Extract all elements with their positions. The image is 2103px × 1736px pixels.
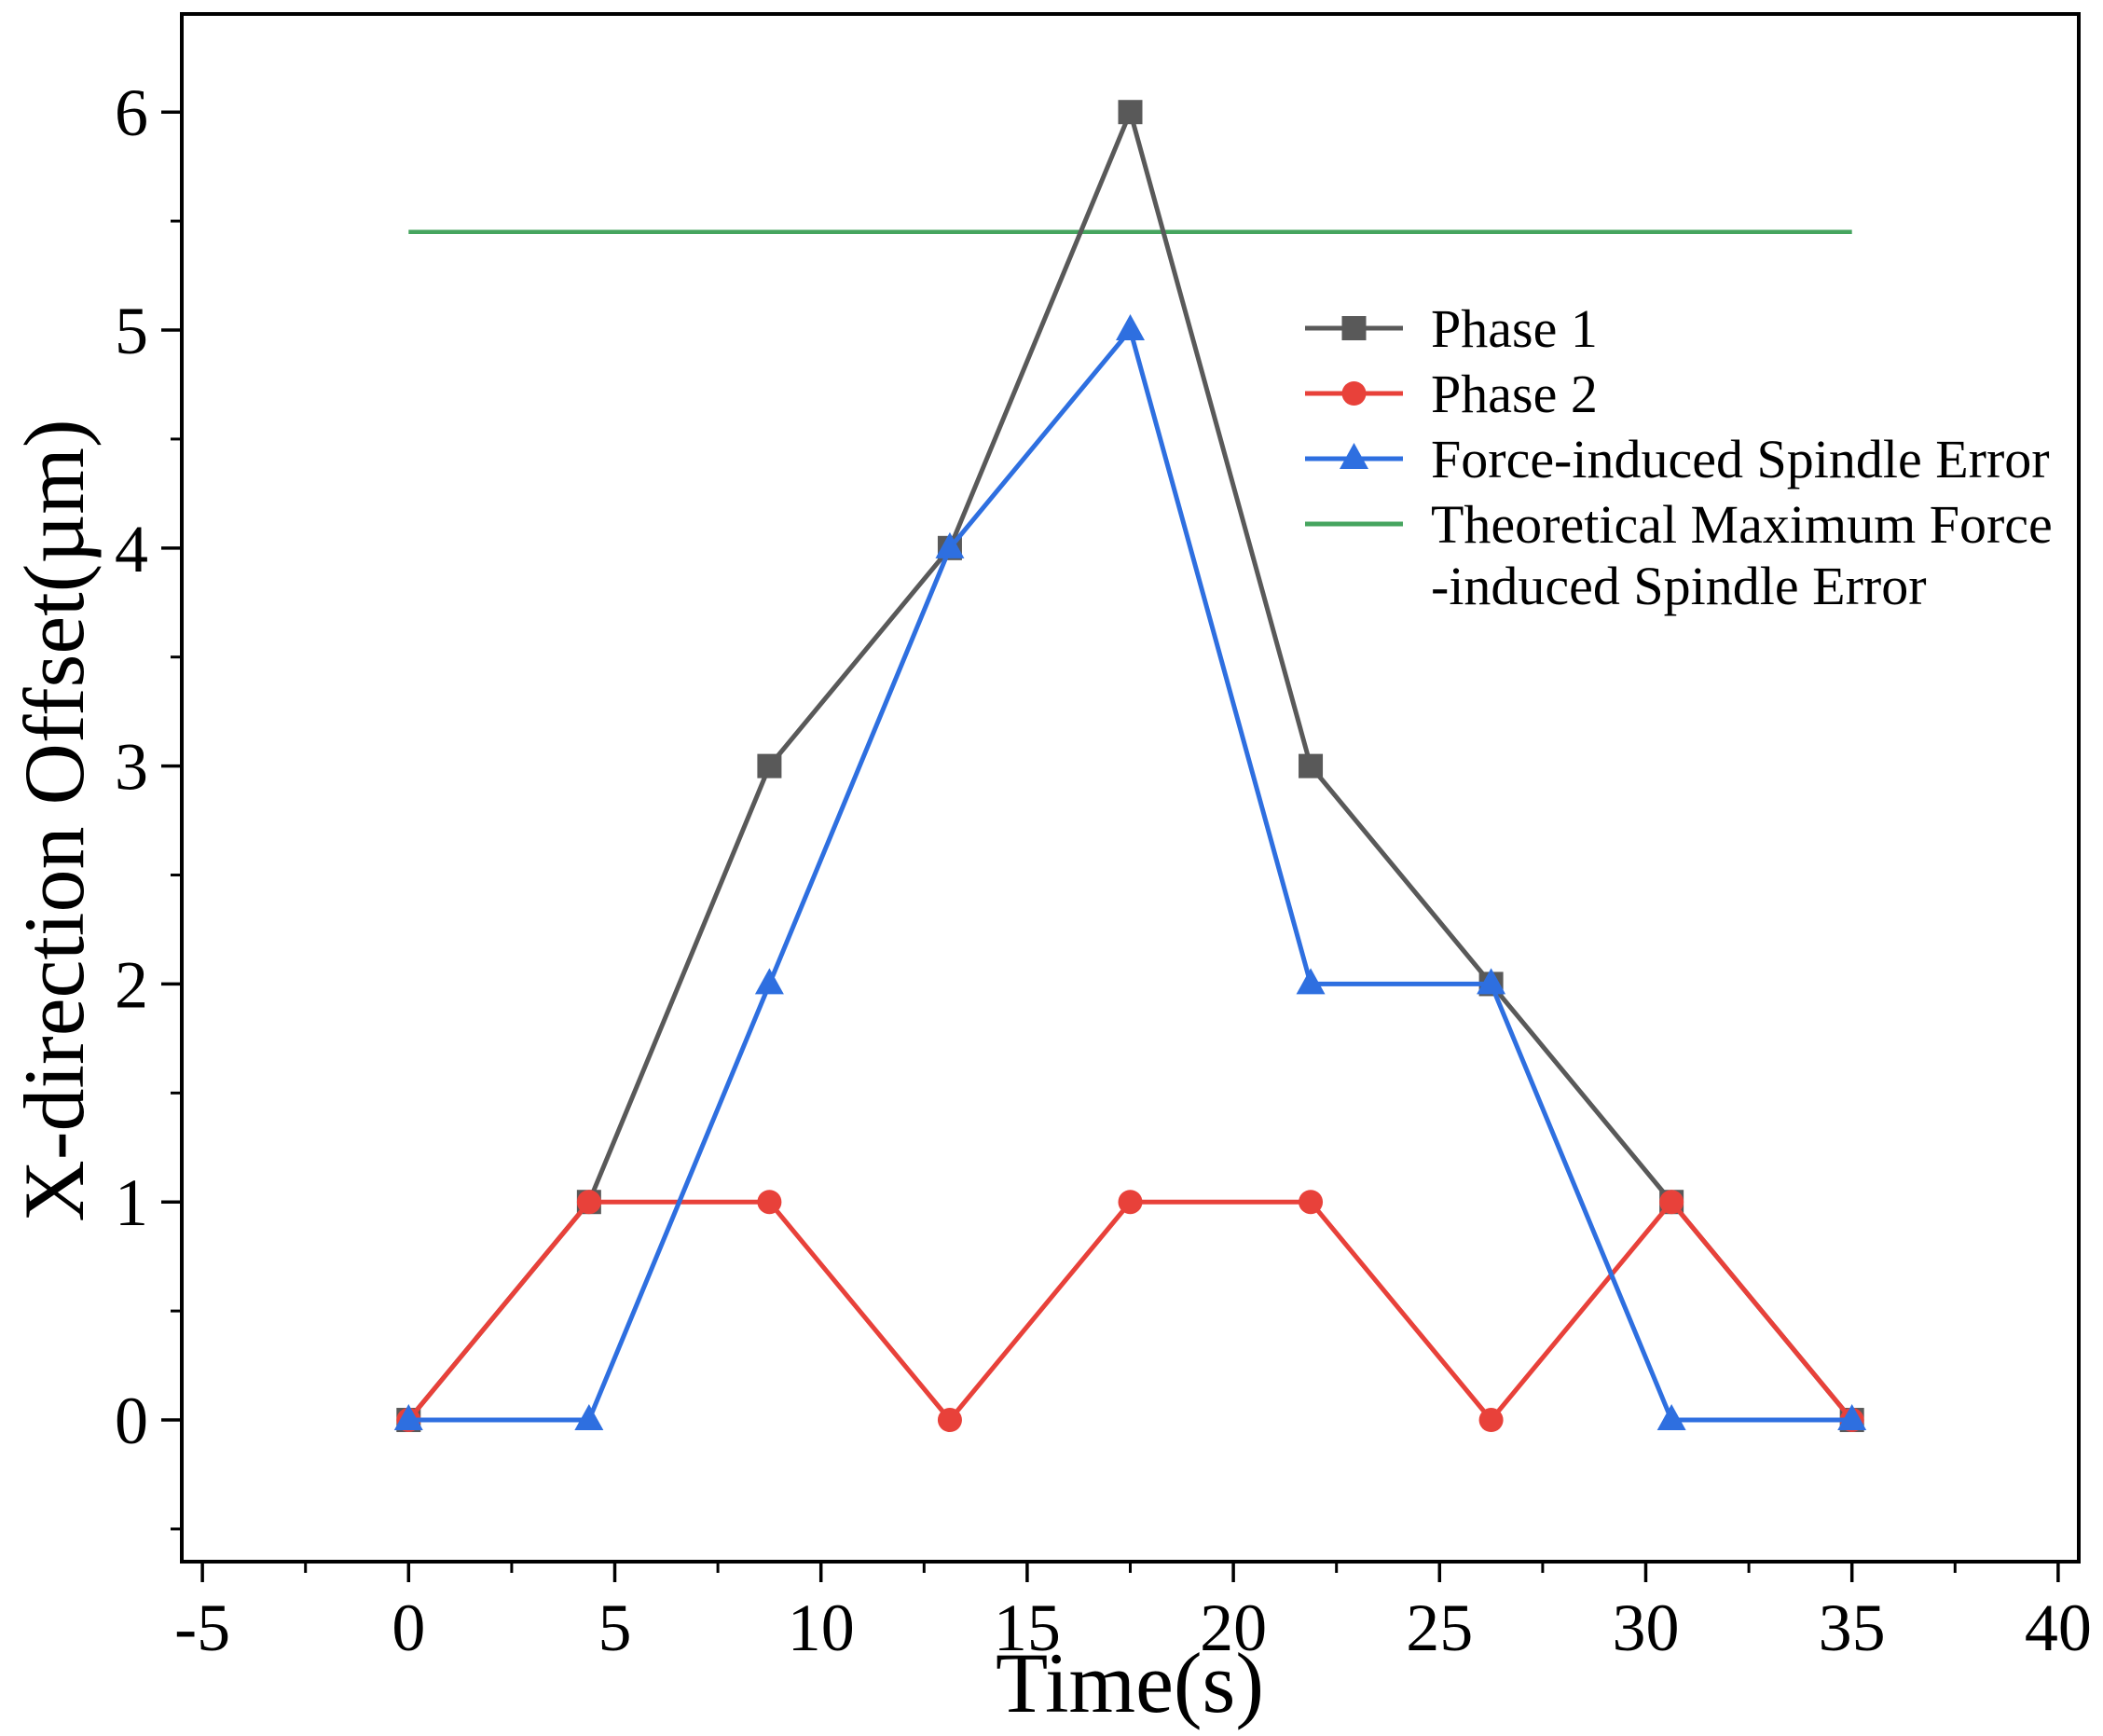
triangle-marker bbox=[754, 968, 784, 995]
square-marker bbox=[1341, 316, 1367, 340]
triangle-marker bbox=[1837, 1404, 1867, 1431]
circle-marker bbox=[1478, 1408, 1504, 1433]
circle-marker bbox=[757, 1190, 782, 1215]
square-marker bbox=[1118, 100, 1143, 125]
x-tick-label: 15 bbox=[994, 1591, 1061, 1665]
triangle-marker bbox=[935, 531, 965, 558]
series-line-phase-2 bbox=[406, 1199, 1854, 1423]
legend-label: Theoretical Maximum Force bbox=[1431, 494, 2053, 555]
y-tick-label: 5 bbox=[115, 294, 148, 368]
y-tick-label: 2 bbox=[115, 947, 148, 1022]
x-tick-label: 35 bbox=[1819, 1591, 1886, 1665]
y-tick-label: 4 bbox=[115, 512, 148, 586]
x-tick-label: 25 bbox=[1406, 1591, 1473, 1665]
x-tick-label: 20 bbox=[1200, 1591, 1267, 1665]
triangle-marker bbox=[1477, 968, 1506, 995]
plot-frame bbox=[180, 12, 2081, 1564]
square-marker bbox=[757, 753, 782, 778]
x-tick-label: 5 bbox=[598, 1591, 632, 1665]
x-tick-label: 40 bbox=[2025, 1591, 2092, 1665]
triangle-marker bbox=[1656, 1404, 1686, 1431]
y-tick-label: 1 bbox=[115, 1165, 148, 1240]
legend-label: -induced Spindle Error bbox=[1431, 556, 1927, 616]
circle-marker bbox=[1299, 1190, 1324, 1215]
y-tick-label: 0 bbox=[115, 1384, 148, 1458]
legend-label: Phase 1 bbox=[1431, 298, 1598, 359]
y-tick-label: 6 bbox=[115, 76, 148, 150]
x-axis-title: Time(s) bbox=[996, 1635, 1264, 1730]
circle-marker bbox=[576, 1190, 601, 1215]
triangle-marker bbox=[1296, 968, 1326, 995]
circle-marker bbox=[1118, 1190, 1143, 1215]
legend-label: Phase 2 bbox=[1431, 364, 1598, 424]
x-tick-label: 30 bbox=[1612, 1591, 1679, 1665]
x-tick-label: 10 bbox=[788, 1591, 855, 1665]
y-tick-label: 3 bbox=[115, 730, 148, 805]
triangle-marker bbox=[1340, 443, 1368, 469]
triangle-marker bbox=[393, 1404, 423, 1431]
square-marker bbox=[1299, 753, 1324, 778]
circle-marker bbox=[1659, 1190, 1684, 1215]
legend-label: Force-induced Spindle Error bbox=[1431, 429, 2050, 489]
y-axis-title: X-direction Offset(µm) bbox=[7, 419, 102, 1222]
circle-marker bbox=[937, 1408, 962, 1433]
triangle-marker bbox=[1116, 314, 1145, 341]
x-tick-label: 0 bbox=[392, 1591, 425, 1665]
series-line-phase-1 bbox=[406, 109, 1854, 1422]
circle-marker bbox=[1341, 381, 1367, 406]
x-tick-label: -5 bbox=[174, 1591, 230, 1665]
triangle-marker bbox=[574, 1404, 604, 1431]
